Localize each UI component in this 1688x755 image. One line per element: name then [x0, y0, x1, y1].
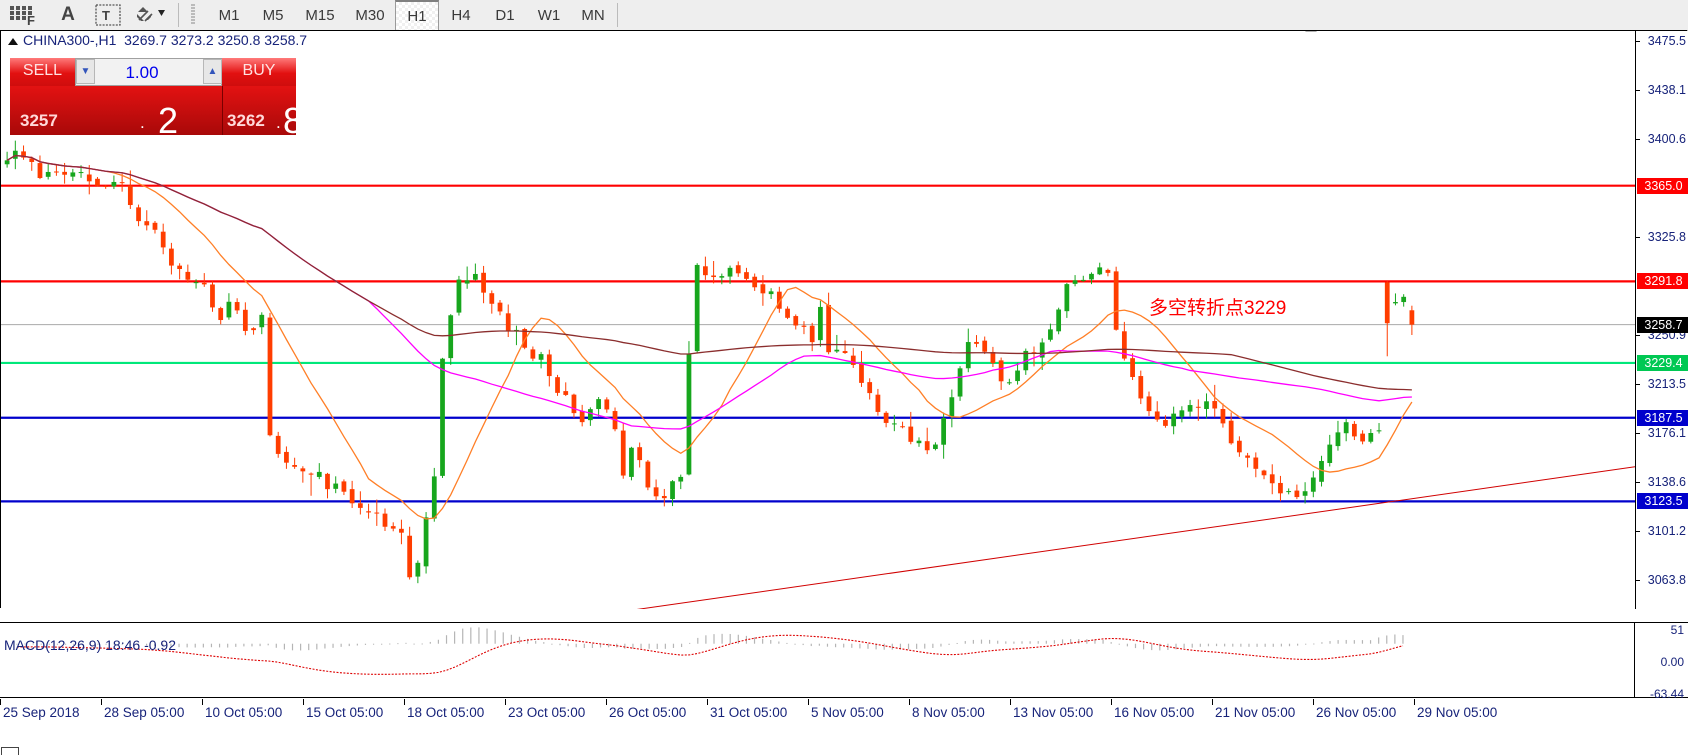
svg-text:T: T: [102, 8, 110, 23]
svg-text:F: F: [27, 13, 35, 25]
